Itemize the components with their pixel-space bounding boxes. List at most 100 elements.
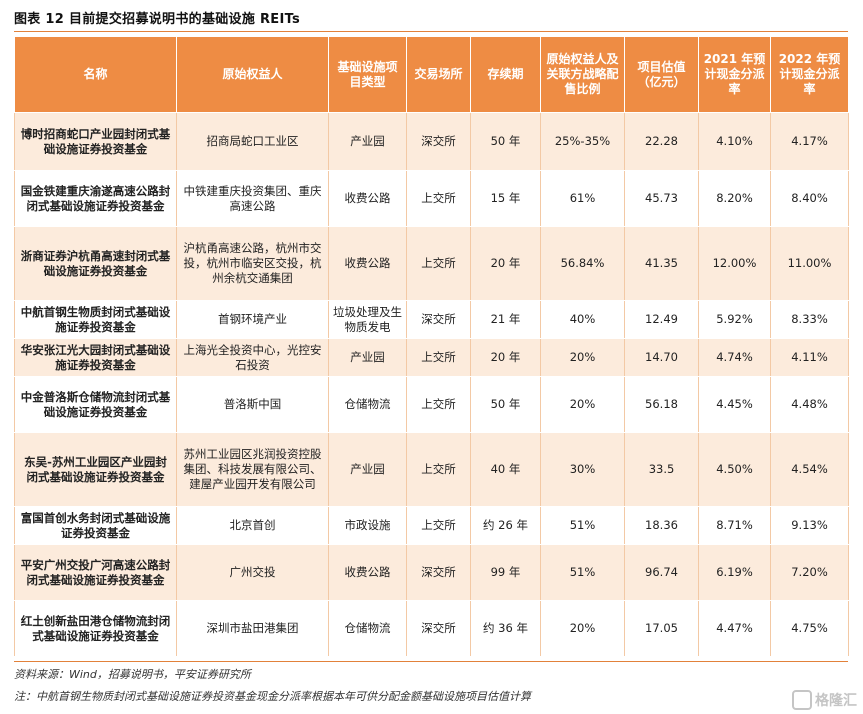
cell-duration: 50 年 [470,112,541,171]
cell-valuation: 14.70 [624,338,699,377]
cell-placement-ratio: 20% [540,376,625,433]
cell-sponsor: 沪杭甬高速公路，杭州市交投，杭州市临安区交投，杭州余杭交通集团 [176,226,329,301]
cell-placement-ratio: 51% [540,506,625,545]
cell-exchange: 深交所 [406,600,471,657]
cell-sponsor: 中铁建重庆投资集团、重庆高速公路 [176,170,329,227]
cell-yield-2021: 4.50% [698,432,771,507]
cell-sponsor: 苏州工业园区兆润投资控股集团、科技发展有限公司、建屋产业园开发有限公司 [176,432,329,507]
cell-sponsor: 深圳市盐田港集团 [176,600,329,657]
table-row: 中航首钢生物质封闭式基础设施证券投资基金 首钢环境产业 垃圾处理及生物质发电 深… [14,300,849,339]
header-duration: 存续期 [470,36,541,113]
table-row: 东吴-苏州工业园区产业园封闭式基础设施证券投资基金 苏州工业园区兆润投资控股集团… [14,432,849,507]
cell-yield-2022: 11.00% [770,226,849,301]
cell-placement-ratio: 56.84% [540,226,625,301]
watermark-logo-icon [792,690,812,710]
table-row: 博时招商蛇口产业园封闭式基础设施证券投资基金 招商局蛇口工业区 产业园 深交所 … [14,112,849,171]
title-divider [14,31,848,32]
reits-table: 名称 原始权益人 基础设施项目类型 交易场所 存续期 原始权益人及关联方战略配售… [14,36,849,657]
cell-exchange: 上交所 [406,432,471,507]
cell-placement-ratio: 61% [540,170,625,227]
footer-divider [14,661,848,662]
cell-placement-ratio: 20% [540,338,625,377]
cell-yield-2022: 8.33% [770,300,849,339]
cell-name: 浙商证券沪杭甬高速封闭式基础设施证券投资基金 [14,226,177,301]
header-yield-2021: 2021 年预计现金分派率 [698,36,771,113]
cell-yield-2022: 4.11% [770,338,849,377]
cell-duration: 约 36 年 [470,600,541,657]
cell-name: 东吴-苏州工业园区产业园封闭式基础设施证券投资基金 [14,432,177,507]
cell-valuation: 33.5 [624,432,699,507]
cell-valuation: 41.35 [624,226,699,301]
cell-asset-type: 产业园 [328,112,407,171]
header-placement-ratio: 原始权益人及关联方战略配售比例 [540,36,625,113]
cell-duration: 50 年 [470,376,541,433]
table-row: 国金铁建重庆渝遂高速公路封闭式基础设施证券投资基金 中铁建重庆投资集团、重庆高速… [14,170,849,227]
cell-exchange: 上交所 [406,338,471,377]
cell-yield-2022: 4.75% [770,600,849,657]
header-exchange: 交易场所 [406,36,471,113]
cell-yield-2022: 9.13% [770,506,849,545]
cell-placement-ratio: 30% [540,432,625,507]
cell-yield-2021: 4.10% [698,112,771,171]
cell-asset-type: 产业园 [328,338,407,377]
cell-yield-2022: 4.17% [770,112,849,171]
table-row: 平安广州交投广河高速公路封闭式基础设施证券投资基金 广州交投 收费公路 深交所 … [14,544,849,601]
cell-exchange: 上交所 [406,376,471,433]
table-row: 中金普洛斯仓储物流封闭式基础设施证券投资基金 普洛斯中国 仓储物流 上交所 50… [14,376,849,433]
cell-yield-2021: 4.45% [698,376,771,433]
cell-valuation: 18.36 [624,506,699,545]
table-row: 富国首创水务封闭式基础设施证券投资基金 北京首创 市政设施 上交所 约 26 年… [14,506,849,545]
cell-valuation: 56.18 [624,376,699,433]
table-row: 华安张江光大园封闭式基础设施证券投资基金 上海光全投资中心，光控安石投资 产业园… [14,338,849,377]
header-yield-2022: 2022 年预计现金分派率 [770,36,849,113]
header-valuation: 项目估值（亿元） [624,36,699,113]
cell-duration: 20 年 [470,338,541,377]
cell-asset-type: 市政设施 [328,506,407,545]
cell-exchange: 深交所 [406,300,471,339]
cell-yield-2022: 4.48% [770,376,849,433]
cell-duration: 约 26 年 [470,506,541,545]
cell-asset-type: 收费公路 [328,170,407,227]
watermark-text: 格隆汇 [815,693,857,709]
table-header-row: 名称 原始权益人 基础设施项目类型 交易场所 存续期 原始权益人及关联方战略配售… [14,36,849,113]
cell-exchange: 深交所 [406,544,471,601]
cell-duration: 20 年 [470,226,541,301]
cell-sponsor: 上海光全投资中心，光控安石投资 [176,338,329,377]
cell-asset-type: 收费公路 [328,226,407,301]
cell-yield-2021: 4.47% [698,600,771,657]
cell-name: 中航首钢生物质封闭式基础设施证券投资基金 [14,300,177,339]
cell-yield-2022: 4.54% [770,432,849,507]
figure-title: 图表 12 目前提交招募说明书的基础设施 REITs [14,12,301,27]
cell-name: 中金普洛斯仓储物流封闭式基础设施证券投资基金 [14,376,177,433]
cell-sponsor: 普洛斯中国 [176,376,329,433]
watermark: 格隆汇 [792,690,857,710]
header-sponsor: 原始权益人 [176,36,329,113]
cell-duration: 40 年 [470,432,541,507]
cell-name: 国金铁建重庆渝遂高速公路封闭式基础设施证券投资基金 [14,170,177,227]
cell-duration: 21 年 [470,300,541,339]
footnote: 注：中航首钢生物质封闭式基础设施证券投资基金现金分派率根据本年可供分配金额基础设… [14,690,531,703]
cell-valuation: 12.49 [624,300,699,339]
cell-yield-2021: 6.19% [698,544,771,601]
cell-asset-type: 产业园 [328,432,407,507]
cell-valuation: 17.05 [624,600,699,657]
cell-exchange: 深交所 [406,112,471,171]
cell-yield-2021: 12.00% [698,226,771,301]
cell-name: 富国首创水务封闭式基础设施证券投资基金 [14,506,177,545]
cell-yield-2021: 8.71% [698,506,771,545]
cell-valuation: 22.28 [624,112,699,171]
cell-yield-2022: 7.20% [770,544,849,601]
cell-sponsor: 首钢环境产业 [176,300,329,339]
cell-yield-2022: 8.40% [770,170,849,227]
table-row: 红土创新盐田港仓储物流封闭式基础设施证券投资基金 深圳市盐田港集团 仓储物流 深… [14,600,849,657]
cell-placement-ratio: 40% [540,300,625,339]
cell-placement-ratio: 20% [540,600,625,657]
cell-asset-type: 垃圾处理及生物质发电 [328,300,407,339]
cell-sponsor: 广州交投 [176,544,329,601]
cell-yield-2021: 8.20% [698,170,771,227]
cell-exchange: 上交所 [406,506,471,545]
cell-duration: 99 年 [470,544,541,601]
cell-asset-type: 收费公路 [328,544,407,601]
cell-asset-type: 仓储物流 [328,376,407,433]
cell-asset-type: 仓储物流 [328,600,407,657]
